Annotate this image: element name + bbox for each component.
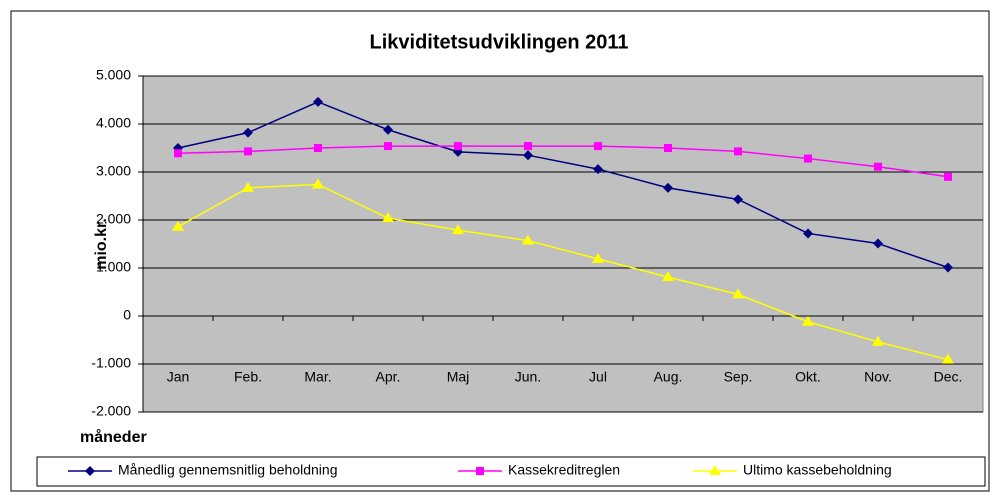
data-point <box>942 353 954 364</box>
data-point <box>802 315 814 326</box>
x-tick-label: Apr. <box>376 369 401 385</box>
x-tick-label: Mar. <box>304 369 331 385</box>
data-point <box>663 182 673 193</box>
legend-label: Kassekreditreglen <box>508 462 620 478</box>
legend-label: Månedlig gennemsnitlig beholdning <box>118 462 338 478</box>
y-tick-label: 1.000 <box>96 259 131 275</box>
legend-box <box>36 456 986 487</box>
y-tick-label: 4.000 <box>96 115 131 131</box>
x-tick-label: Dec. <box>934 369 963 385</box>
data-point <box>244 147 252 156</box>
data-point <box>172 220 184 231</box>
data-point <box>873 238 883 249</box>
legend-marker <box>85 466 95 476</box>
data-point <box>662 271 674 282</box>
data-point <box>664 144 672 152</box>
data-point <box>522 234 534 245</box>
x-tick-label: Maj <box>447 369 470 385</box>
chart-title: Likviditetsudviklingen 2011 <box>370 31 629 53</box>
x-axis-title: måneder <box>80 428 147 446</box>
data-point <box>242 181 254 192</box>
plot-area <box>142 75 984 413</box>
data-point <box>314 144 322 152</box>
data-point <box>383 124 393 135</box>
x-tick-label: Jul <box>589 369 607 385</box>
y-tick-label: 3.000 <box>96 163 131 179</box>
x-tick-label: Sep. <box>724 369 753 385</box>
y-tick-label: 0 <box>123 307 131 323</box>
data-point <box>594 142 602 151</box>
legend-label: Ultimo kassebeholdning <box>743 462 892 478</box>
data-point <box>593 164 603 175</box>
data-point <box>382 212 394 223</box>
legend-marker <box>709 465 721 475</box>
x-tick-label: Feb. <box>234 369 262 385</box>
data-point <box>733 194 743 205</box>
y-tick-label: -1.000 <box>91 355 131 371</box>
data-point <box>454 142 462 151</box>
series-line <box>177 101 949 269</box>
data-point <box>803 228 813 239</box>
y-tick-label: -2.000 <box>91 403 131 419</box>
data-point <box>524 142 532 151</box>
y-tick-label: 5.000 <box>96 67 131 83</box>
series-line <box>177 145 949 178</box>
y-axis-title: mio.kr. <box>93 218 110 270</box>
data-point <box>312 178 324 189</box>
data-point <box>452 224 464 235</box>
data-point <box>384 142 392 151</box>
data-point <box>313 96 323 107</box>
data-point <box>804 154 812 163</box>
x-tick-label: Aug. <box>654 369 683 385</box>
data-point <box>944 172 952 181</box>
legend-marker <box>476 467 484 475</box>
data-point <box>732 288 744 299</box>
data-point <box>523 150 533 161</box>
data-point <box>874 162 882 171</box>
data-point <box>243 127 253 138</box>
data-point <box>174 149 182 158</box>
x-tick-label: Jun. <box>515 369 541 385</box>
x-tick-label: Nov. <box>864 369 892 385</box>
x-tick-label: Okt. <box>795 369 821 385</box>
data-point <box>872 335 884 346</box>
y-tick-label: 2.000 <box>96 211 131 227</box>
data-point <box>592 252 604 263</box>
series-line <box>177 183 949 361</box>
data-point <box>943 262 953 273</box>
x-tick-label: Jan <box>167 369 190 385</box>
data-point <box>734 147 742 156</box>
